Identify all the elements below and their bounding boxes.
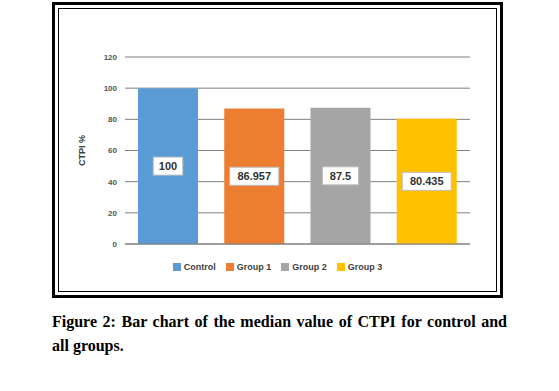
svg-text:CTPI %: CTPI % (77, 135, 87, 166)
html-text:Control: Control (183, 262, 216, 272)
svg-text:60: 60 (108, 146, 117, 155)
html-text:Figure 2: Bar chart of the med: Figure 2: Bar chart of the median value … (52, 313, 507, 354)
svg-text:100: 100 (104, 84, 118, 93)
svg-text:80.435: 80.435 (410, 175, 444, 187)
svg-text:86.957: 86.957 (237, 170, 271, 182)
html-text:Group 2: Group 2 (292, 262, 327, 272)
svg-text:87.5: 87.5 (330, 170, 351, 182)
html-text:Group 1: Group 1 (236, 262, 272, 272)
html-text:Group 3: Group 3 (347, 262, 383, 272)
svg-text:20: 20 (108, 209, 117, 218)
svg-text:120: 120 (104, 53, 118, 62)
svg-text:40: 40 (108, 178, 117, 187)
svg-text:100: 100 (159, 160, 177, 172)
svg-text:80: 80 (108, 115, 117, 124)
svg-text:0: 0 (113, 240, 118, 249)
